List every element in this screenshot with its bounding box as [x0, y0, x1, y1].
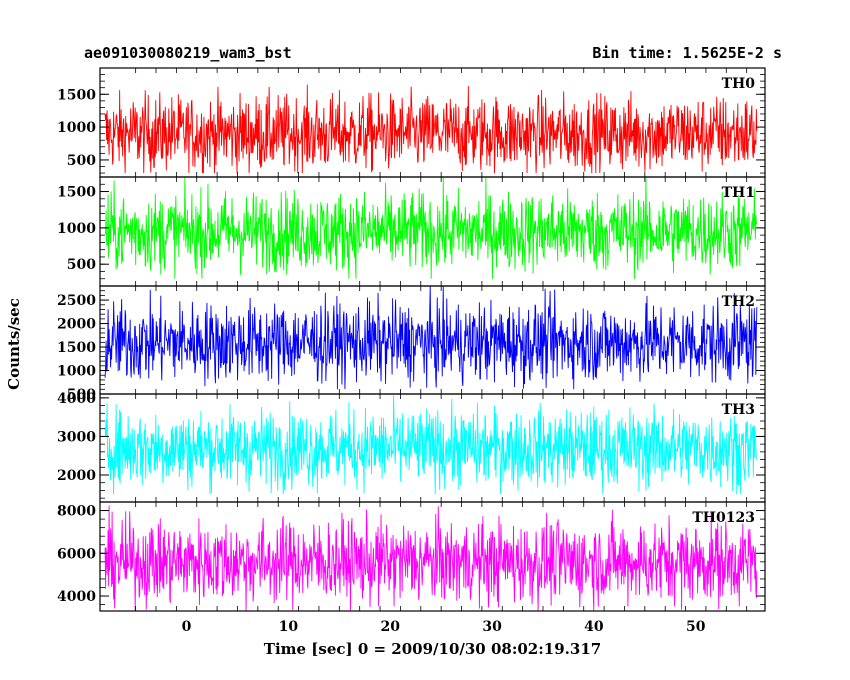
x-tick-label: 20 — [380, 619, 400, 635]
panel-label-th0123: TH0123 — [692, 510, 755, 526]
y-tick-label: 1000 — [57, 120, 96, 136]
y-tick-label: 4000 — [57, 589, 96, 605]
y-tick-label: 1000 — [57, 221, 96, 237]
y-tick-label: 2500 — [57, 293, 96, 309]
panel-label-th0: TH0 — [722, 76, 756, 92]
bin-time-label: Bin time: 1.5625E-2 s — [592, 44, 782, 62]
y-tick-label: 1500 — [57, 87, 96, 103]
y-tick-label: 1500 — [57, 340, 96, 356]
y-tick-label: 500 — [67, 387, 96, 403]
panel-frame-th0123 — [99, 501, 766, 612]
y-tick-label: 1500 — [57, 185, 96, 201]
light-curve-th2 — [104, 285, 758, 390]
y-tick-label: 2000 — [57, 468, 96, 484]
panel-label-th3: TH3 — [722, 402, 755, 418]
y-axis-label: Counts/sec — [5, 298, 23, 390]
light-curve-th1 — [104, 176, 758, 279]
light-curve-th0123 — [104, 505, 758, 612]
y-tick-label: 6000 — [57, 546, 96, 562]
panel-label-th2: TH2 — [722, 294, 755, 310]
light-curve-th3 — [104, 395, 758, 495]
x-tick-label: 10 — [279, 619, 299, 635]
x-tick-label: 50 — [686, 619, 706, 635]
panel-label-th1: TH1 — [722, 185, 755, 201]
x-axis-label: Time [sec] 0 = 2009/10/30 08:02:19.317 — [263, 640, 602, 658]
y-tick-label: 2000 — [57, 317, 96, 333]
y-tick-label: 500 — [67, 153, 96, 169]
light-curve-th0 — [104, 84, 758, 174]
x-tick-label: 0 — [182, 619, 192, 635]
x-tick-label: 30 — [482, 619, 502, 635]
y-tick-label: 1000 — [57, 364, 96, 380]
y-tick-label: 4000 — [57, 391, 96, 407]
y-tick-label: 8000 — [57, 504, 96, 520]
x-tick-label: 40 — [584, 619, 604, 635]
y-tick-label: 3000 — [57, 429, 96, 445]
y-tick-label: 500 — [67, 257, 96, 273]
observation-title: ae091030080219_wam3_bst — [84, 44, 292, 62]
